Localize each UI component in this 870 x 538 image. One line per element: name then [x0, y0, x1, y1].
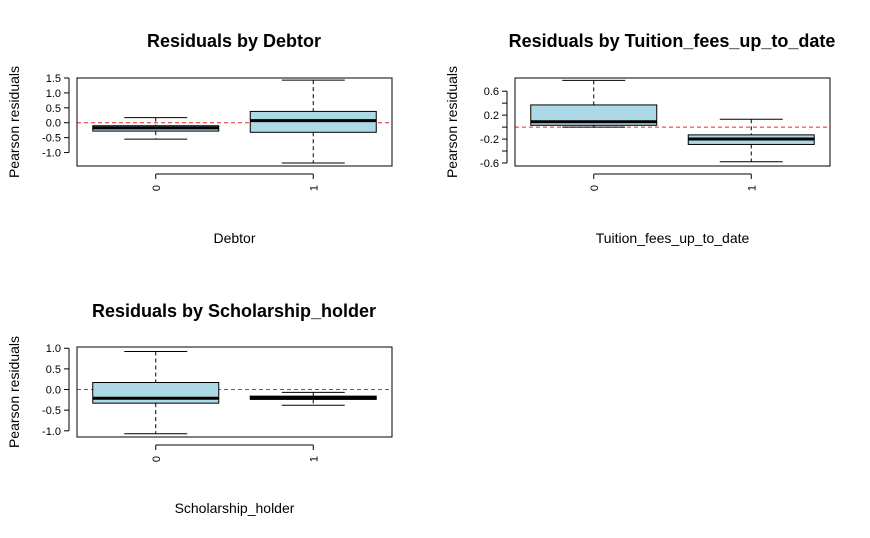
- iqr-box: [92, 382, 220, 404]
- x-tick-label: 1: [308, 185, 320, 191]
- y-tick-label: -1.0: [42, 148, 61, 160]
- x-axis-title: Scholarship_holder: [175, 500, 295, 516]
- y-axis-title: Pearson residuals: [444, 66, 460, 178]
- plot-frame: [76, 77, 393, 167]
- y-tick-label: 0.0: [46, 385, 61, 397]
- box-1: [249, 79, 377, 164]
- chart-title: Residuals by Debtor: [147, 31, 321, 51]
- boxplot-panel-2: Residuals by Tuition_fees_up_to_date -0.6…: [444, 31, 835, 246]
- chart-title: Residuals by Tuition_fees_up_to_date: [509, 31, 836, 51]
- x-tick-label: 0: [151, 185, 163, 191]
- y-tick-label: 0.5: [46, 103, 61, 115]
- box-0: [92, 117, 220, 140]
- plot-frame: [514, 77, 831, 167]
- y-tick-label: -1.0: [42, 426, 61, 438]
- y-axis-title: Pearson residuals: [6, 336, 22, 448]
- y-tick-label: 0.5: [46, 364, 61, 376]
- y-tick-label: -0.5: [42, 133, 61, 145]
- y-tick-label: 1.0: [46, 88, 61, 100]
- y-tick-label: 0.6: [484, 86, 499, 98]
- boxplot-panel-1: Residuals by Debtor -1.0 -0.5 0.0 0.5 1.0 1.5 0…: [6, 31, 393, 246]
- y-tick-label: 1.0: [46, 343, 61, 355]
- box-1: [249, 391, 377, 406]
- y-tick-label: 0.0: [46, 118, 61, 130]
- y-tick-label: -0.6: [480, 158, 499, 170]
- y-axis-title: Pearson residuals: [6, 66, 22, 178]
- y-tick-label: -0.5: [42, 405, 61, 417]
- x-tick-label: 0: [589, 185, 601, 191]
- plot-frame: [76, 346, 393, 438]
- box-0: [92, 351, 220, 435]
- y-tick-label: -0.2: [480, 134, 499, 146]
- x-axis-title: Debtor: [213, 230, 255, 246]
- y-tick-label: 0.2: [484, 110, 499, 122]
- box-0: [530, 79, 658, 128]
- y-tick-label: 1.5: [46, 73, 61, 85]
- x-tick-label: 1: [746, 185, 758, 191]
- box-1: [687, 118, 815, 163]
- x-tick-label: 1: [308, 456, 320, 462]
- x-tick-label: 0: [151, 456, 163, 462]
- boxplot-panel-3: Residuals by Scholarship_holder -1.0 -0.5 0…: [6, 301, 393, 516]
- chart-title: Residuals by Scholarship_holder: [92, 301, 376, 321]
- x-axis-title: Tuition_fees_up_to_date: [596, 230, 750, 246]
